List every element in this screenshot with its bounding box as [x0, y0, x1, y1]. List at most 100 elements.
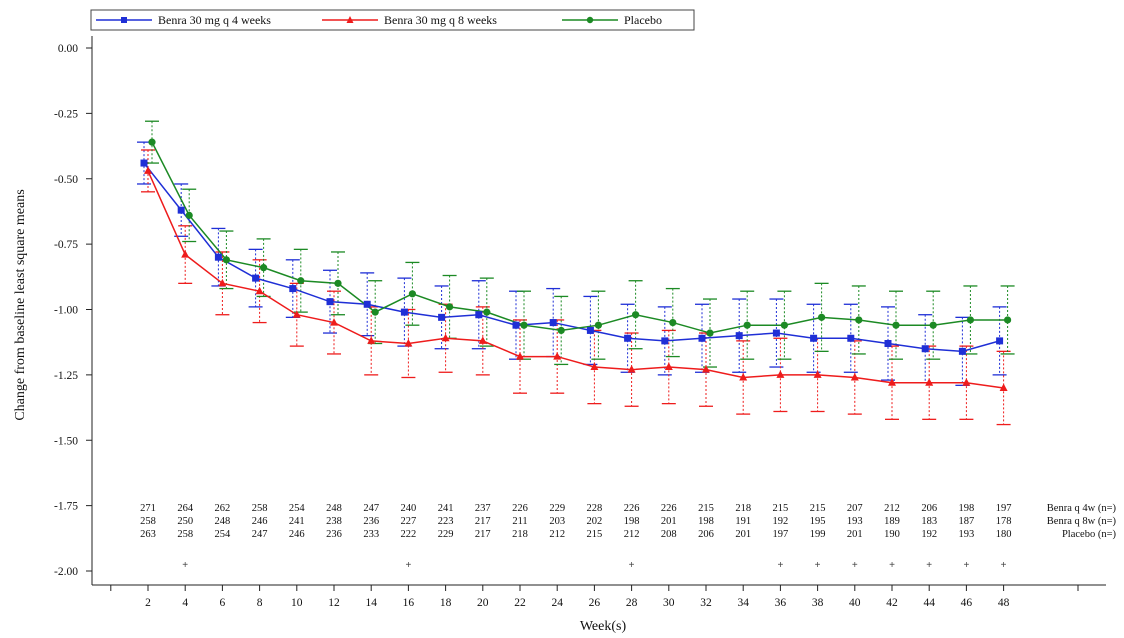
n-at-risk-value: 236 — [363, 516, 379, 527]
n-at-risk-value: 203 — [549, 516, 565, 527]
data-point — [624, 334, 632, 342]
x-tick-label: 16 — [403, 597, 415, 609]
series-line — [147, 170, 1004, 389]
data-point — [260, 264, 268, 272]
data-point — [962, 378, 971, 386]
data-point — [185, 211, 193, 219]
significance-marker: + — [963, 560, 969, 571]
data-point — [478, 336, 487, 344]
n-at-risk-value: 227 — [401, 516, 417, 527]
n-at-risk-value: 193 — [959, 529, 975, 540]
y-tick-label: -0.50 — [54, 174, 78, 186]
data-point — [664, 362, 673, 371]
x-tick-label: 32 — [700, 597, 712, 609]
data-point — [334, 279, 342, 287]
data-point — [743, 321, 751, 329]
n-at-risk-value: 241 — [289, 516, 305, 527]
significance-marker: + — [852, 560, 858, 571]
data-point — [252, 274, 260, 282]
n-at-risk-value: 263 — [140, 529, 156, 540]
x-tick-label: 36 — [775, 597, 787, 609]
x-tick-label: 40 — [849, 597, 861, 609]
data-point — [438, 313, 446, 321]
data-point — [326, 298, 334, 306]
y-tick-label: -1.50 — [54, 435, 78, 447]
n-at-risk-value: 226 — [624, 503, 640, 514]
n-at-risk-value: 190 — [884, 529, 900, 540]
n-at-risk-value: 247 — [252, 529, 268, 540]
data-point — [776, 370, 785, 378]
legend-label: Placebo — [624, 13, 662, 27]
data-point — [810, 334, 818, 342]
data-point — [966, 316, 975, 324]
data-point — [735, 332, 743, 340]
legend-marker — [121, 17, 127, 23]
data-point — [813, 370, 822, 378]
y-tick-label: -1.00 — [54, 305, 78, 317]
x-tick-label: 14 — [365, 597, 377, 609]
x-tick-label: 22 — [514, 597, 526, 609]
data-point — [925, 378, 934, 386]
n-at-risk-value: 201 — [847, 529, 863, 540]
data-point — [371, 308, 379, 316]
n-at-risk-value: 238 — [326, 516, 342, 527]
data-point — [144, 166, 152, 174]
n-at-risk-value: 198 — [698, 516, 714, 527]
n-at-risk-value: 206 — [698, 529, 714, 540]
data-point — [958, 347, 966, 355]
x-tick-label: 4 — [182, 597, 188, 609]
n-at-risk-value: 226 — [661, 503, 677, 514]
n-at-risk-value: 180 — [996, 529, 1012, 540]
x-tick-label: 18 — [440, 597, 452, 609]
x-tick-label: 6 — [220, 597, 226, 609]
n-at-risk-value: 191 — [735, 516, 751, 527]
data-point — [847, 334, 855, 342]
n-at-risk-value: 212 — [884, 503, 900, 514]
n-at-risk-value: 258 — [177, 529, 193, 540]
n-at-risk-value: 197 — [996, 503, 1012, 514]
n-at-risk-value: 271 — [140, 503, 156, 514]
n-at-risk-row-label: Benra q 8w (n=) — [1047, 516, 1117, 527]
x-tick-label: 42 — [886, 597, 898, 609]
x-tick-label: 28 — [626, 597, 638, 609]
n-at-risk-value: 206 — [921, 503, 937, 514]
n-at-risk-value: 211 — [512, 516, 527, 527]
data-point — [408, 290, 416, 298]
n-at-risk-value: 246 — [289, 529, 305, 540]
data-point — [475, 311, 483, 319]
data-point — [222, 256, 230, 264]
n-at-risk-value: 258 — [252, 503, 268, 514]
n-at-risk-value: 229 — [549, 503, 565, 514]
n-at-risk-value: 215 — [810, 503, 826, 514]
x-tick-label: 46 — [961, 597, 973, 609]
n-at-risk-value: 207 — [847, 503, 863, 514]
n-at-risk-value: 248 — [215, 516, 231, 527]
data-point — [441, 333, 450, 342]
data-point — [400, 308, 408, 316]
n-at-risk-value: 208 — [661, 529, 677, 540]
n-at-risk-value: 250 — [177, 516, 193, 527]
data-point — [929, 321, 937, 329]
significance-marker: + — [405, 560, 411, 571]
data-point — [181, 250, 190, 258]
data-point — [594, 321, 603, 329]
n-at-risk-value: 226 — [512, 503, 528, 514]
x-tick-label: 8 — [257, 597, 263, 609]
n-at-risk-value: 202 — [587, 516, 603, 527]
x-tick-label: 30 — [663, 597, 675, 609]
data-point — [884, 339, 892, 347]
x-axis-title: Week(s) — [580, 619, 627, 634]
n-at-risk-value: 248 — [326, 503, 342, 514]
n-at-risk-value: 215 — [587, 529, 603, 540]
x-tick-label: 44 — [923, 597, 935, 609]
significance-marker: + — [815, 560, 821, 571]
n-at-risk-value: 183 — [921, 516, 937, 527]
n-at-risk-row-label: Benra q 4w (n=) — [1047, 503, 1117, 514]
data-point — [214, 253, 222, 261]
significance-marker: + — [926, 560, 932, 571]
y-tick-label: -2.00 — [54, 566, 78, 578]
data-point — [850, 372, 859, 381]
x-tick-label: 24 — [551, 597, 563, 609]
n-at-risk-value: 233 — [363, 529, 379, 540]
series-line — [143, 162, 1000, 353]
